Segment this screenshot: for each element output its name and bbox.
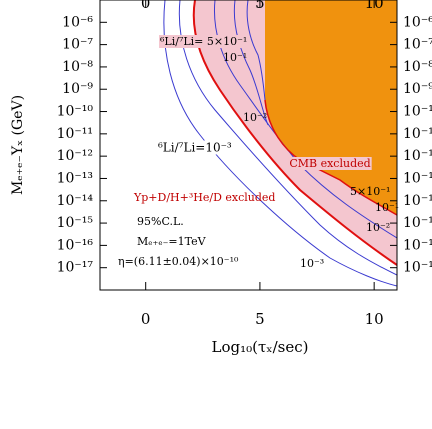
frame bbox=[99, 0, 398, 291]
y-tick-label: 10⁻¹⁰ bbox=[403, 104, 432, 120]
red-boundary bbox=[192, 0, 397, 266]
blue-contour bbox=[246, 0, 266, 101]
blue-contour bbox=[213, 0, 397, 239]
annotation: η=(6.11±0.04)×10⁻¹⁰ bbox=[118, 255, 239, 268]
annotation: 10⁻¹ bbox=[375, 201, 399, 214]
annotation: 10⁻³ bbox=[300, 257, 324, 270]
y-tick-label: 10⁻¹⁵ bbox=[403, 215, 432, 231]
y-tick-label: 10⁻¹⁰ bbox=[57, 104, 94, 120]
x-tick-label: 10 bbox=[365, 310, 384, 328]
y-tick-label: 10⁻¹¹ bbox=[403, 126, 432, 142]
annotation: 95%C.L. bbox=[137, 215, 184, 228]
annotation: ⁶Li/⁷Li= 5×10⁻¹ bbox=[160, 35, 247, 48]
blue-contour bbox=[163, 0, 397, 287]
y-tick-label: 10⁻¹⁴ bbox=[57, 193, 94, 209]
y-tick-label: 10⁻⁶ bbox=[403, 14, 432, 30]
annotation: 10⁻¹ bbox=[223, 51, 247, 64]
annotation: ⁶Li/⁷Li=10⁻³ bbox=[158, 141, 232, 155]
y-tick-label: 10⁻¹⁶ bbox=[57, 237, 94, 253]
y-tick-label: 10⁻¹² bbox=[403, 148, 432, 164]
y-tick-label: 10⁻⁶ bbox=[62, 14, 93, 30]
x-tick-label: 0 bbox=[141, 310, 151, 328]
y-tick-label: 10⁻¹³ bbox=[403, 170, 432, 186]
blue-contour bbox=[233, 0, 269, 126]
y-tick-label: 10⁻⁸ bbox=[62, 59, 93, 75]
y-tick-label: 10⁻⁷ bbox=[403, 37, 432, 53]
y-tick-label: 10⁻⁹ bbox=[403, 81, 432, 97]
x-axis-label: Log₁₀(τₓ/sec) bbox=[211, 338, 308, 356]
x-tick-label: 5 bbox=[255, 0, 265, 12]
annotation: 10⁻² bbox=[366, 221, 390, 234]
annotation: Mₑ₊ₑ₋=1TeV bbox=[137, 235, 207, 248]
x-tick-label: 10 bbox=[365, 0, 384, 12]
y-tick-label: 10⁻¹³ bbox=[57, 170, 93, 186]
y-tick-label: 10⁻¹⁷ bbox=[403, 260, 432, 276]
y-tick-label: 10⁻⁹ bbox=[62, 81, 93, 97]
pink-region bbox=[193, 0, 397, 265]
x-tick-label: 5 bbox=[255, 310, 265, 328]
y-tick-label: 10⁻¹⁵ bbox=[57, 215, 94, 231]
blue-contour bbox=[178, 0, 397, 276]
annotation: CMB excluded bbox=[289, 157, 370, 170]
annotation-bg bbox=[157, 140, 233, 155]
y-tick-label: 10⁻¹⁴ bbox=[403, 193, 432, 209]
annotation: 10⁻² bbox=[243, 111, 267, 124]
y-tick-label: 10⁻¹⁷ bbox=[57, 260, 94, 276]
annotation: Yp+D/H+³He/D excluded bbox=[133, 191, 275, 204]
annotation-bg bbox=[288, 157, 372, 170]
y-axis-label: Mₑ₊ₑ₋Yₓ (GeV) bbox=[10, 95, 26, 195]
annotation: 5×10⁻¹ bbox=[350, 185, 390, 198]
y-tick-label: 10⁻⁸ bbox=[403, 59, 432, 75]
y-tick-label: 10⁻¹⁶ bbox=[403, 237, 432, 253]
x-tick-label: 0 bbox=[141, 0, 151, 12]
annotation-bg bbox=[159, 35, 249, 48]
y-tick-label: 10⁻¹¹ bbox=[57, 126, 93, 142]
y-tick-label: 10⁻¹² bbox=[57, 148, 93, 164]
y-tick-label: 10⁻⁷ bbox=[62, 37, 93, 53]
